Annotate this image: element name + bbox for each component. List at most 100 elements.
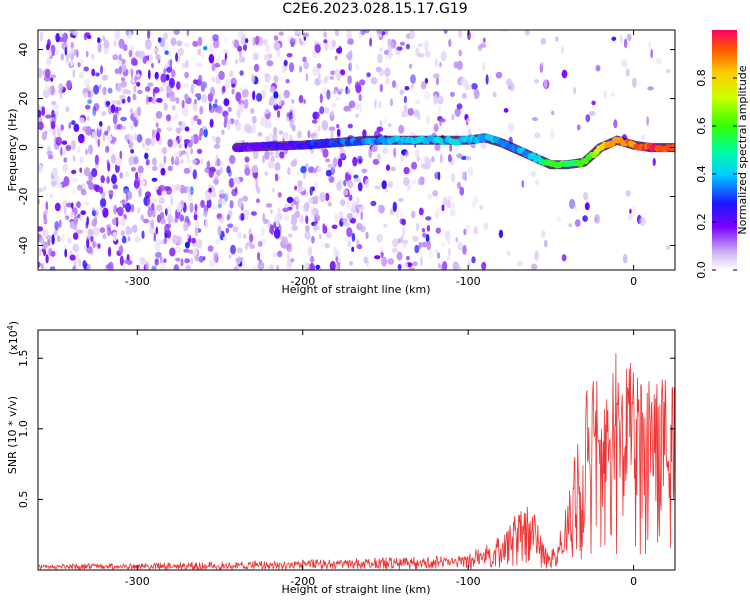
noise-speck [76, 49, 79, 58]
noise-speck [86, 264, 91, 270]
noise-speck [652, 158, 656, 166]
x-tick-label: -300 [125, 575, 150, 588]
noise-speck [108, 190, 114, 195]
colorbar-tick-label: 0.6 [695, 117, 708, 135]
noise-speck [531, 263, 538, 270]
noise-speck [350, 206, 356, 213]
noise-speck [390, 98, 393, 107]
noise-speck [382, 147, 389, 154]
noise-speck [190, 186, 194, 195]
noise-speck [370, 200, 377, 207]
noise-speck [136, 81, 141, 87]
noise-speck [391, 41, 395, 50]
noise-speck [144, 152, 149, 160]
noise-speck [173, 30, 180, 35]
noise-speck [331, 103, 337, 108]
noise-speck [317, 167, 323, 172]
noise-speck [161, 189, 167, 196]
noise-speck [101, 110, 107, 117]
noise-speck [307, 246, 313, 257]
noise-speck [434, 144, 441, 151]
x-tick-label: -200 [290, 275, 315, 288]
noise-speck [180, 258, 184, 267]
noise-speck [156, 127, 162, 134]
noise-speck [54, 202, 61, 212]
noise-speck [126, 190, 133, 200]
noise-speck [197, 148, 203, 154]
noise-speck [303, 99, 306, 104]
noise-speck [50, 74, 56, 79]
noise-speck [286, 252, 290, 260]
noise-speck [129, 134, 134, 143]
noise-speck [163, 186, 171, 191]
noise-speck [276, 49, 281, 58]
noise-speck [38, 234, 43, 243]
noise-speck [447, 154, 452, 163]
noise-speck [286, 53, 293, 58]
noise-speck [87, 228, 95, 236]
noise-speck [368, 148, 373, 159]
noise-speck [176, 40, 183, 47]
noise-speck [178, 121, 183, 127]
noise-speck [449, 209, 456, 217]
snr-multiplier-base: (x10 [7, 330, 20, 355]
noise-speck [55, 33, 61, 43]
noise-speck [71, 169, 77, 175]
noise-speck [68, 30, 74, 34]
noise-speck [509, 82, 515, 92]
noise-speck [51, 101, 57, 106]
noise-speck [119, 255, 124, 266]
noise-speck [64, 163, 68, 174]
noise-speck [87, 99, 93, 104]
noise-speck [603, 90, 607, 99]
noise-speck [326, 231, 333, 239]
noise-speck [68, 122, 72, 129]
noise-speck [256, 93, 263, 102]
noise-speck [175, 156, 179, 165]
noise-speck [413, 109, 420, 118]
noise-speck [421, 228, 426, 233]
noise-speck [387, 258, 395, 265]
noise-speck [356, 196, 360, 207]
noise-speck [549, 128, 556, 139]
noise-speck [241, 89, 249, 98]
noise-speck [458, 265, 462, 270]
noise-speck [151, 265, 157, 270]
noise-speck [163, 258, 167, 263]
noise-speck [165, 74, 170, 81]
noise-speck [647, 86, 654, 91]
noise-speck [163, 102, 168, 111]
noise-speck [346, 88, 351, 94]
noise-speck [405, 43, 410, 50]
noise-speck [290, 258, 295, 263]
noise-speck [325, 192, 330, 201]
noise-speck [244, 213, 249, 221]
noise-speck [92, 241, 96, 249]
noise-speck [482, 61, 485, 72]
noise-speck [142, 142, 145, 148]
noise-speck [112, 114, 118, 125]
noise-speck [67, 237, 72, 244]
noise-speck [229, 70, 234, 78]
noise-speck [472, 195, 479, 205]
noise-speck [212, 179, 219, 185]
snr-axes: -300 -200 -100 0 0.5 1.0 1.5 [17, 330, 675, 588]
noise-speck [595, 64, 601, 72]
noise-speck [242, 56, 246, 63]
noise-speck [111, 153, 116, 164]
noise-speck [110, 104, 116, 114]
noise-speck [130, 149, 135, 154]
noise-speck [391, 80, 397, 88]
noise-speck [194, 93, 202, 98]
noise-speck [380, 245, 384, 253]
noise-speck [233, 266, 239, 270]
colorbar-gradient [712, 30, 737, 270]
noise-speck [222, 85, 226, 93]
noise-speck [217, 204, 222, 209]
noise-speck [208, 102, 212, 111]
snr-xlabel: Height of straight line (km) [281, 583, 430, 596]
noise-speck [215, 237, 221, 245]
noise-speck [186, 233, 190, 239]
noise-speck [349, 180, 354, 188]
